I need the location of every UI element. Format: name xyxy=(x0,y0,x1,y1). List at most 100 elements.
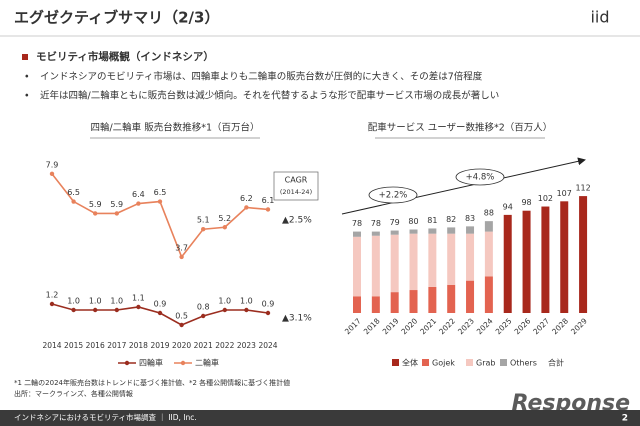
x-tick-label: 2020 xyxy=(399,316,419,336)
bar-segment xyxy=(428,286,437,313)
x-tick-label: 2022 xyxy=(437,316,457,336)
bar-segment xyxy=(428,233,437,287)
total-label: 78 xyxy=(352,219,362,228)
bar-segment xyxy=(409,290,418,313)
data-label: 6.5 xyxy=(154,188,167,197)
annotation: CAGR xyxy=(285,176,308,185)
x-tick-label: 2025 xyxy=(494,316,514,336)
x-tick-label: 2020 xyxy=(172,341,191,350)
data-label: 1.0 xyxy=(110,297,123,306)
data-label: 6.2 xyxy=(240,194,253,203)
series-line xyxy=(51,173,269,259)
total-label: 82 xyxy=(446,215,456,224)
x-tick-label: 2015 xyxy=(64,341,83,350)
bar-segment xyxy=(484,276,493,313)
footnote: 出所：マークラインズ、各種公開情報 xyxy=(14,389,133,398)
legend-swatch xyxy=(422,359,429,366)
data-label: 0.9 xyxy=(154,300,167,309)
data-label: 0.8 xyxy=(197,303,210,312)
data-label: 6.4 xyxy=(132,190,145,199)
x-tick-label: 2018 xyxy=(129,341,148,350)
data-label: 1.1 xyxy=(132,294,145,303)
chart-title: 配車サービス ユーザー数推移*2（百万人） xyxy=(368,122,553,134)
total-label: 83 xyxy=(465,214,475,223)
data-label: 1.0 xyxy=(240,297,253,306)
footer-text: インドネシアにおけるモビリティ市場調査 ｜ IID, Inc. xyxy=(14,412,197,422)
total-label: 98 xyxy=(521,198,531,207)
annotation-bubble xyxy=(368,186,418,204)
bar-segment xyxy=(353,296,361,313)
legend-swatch xyxy=(466,359,473,366)
data-label: 0.9 xyxy=(262,300,275,309)
total-label: 78 xyxy=(371,219,381,228)
bar-segment xyxy=(447,284,456,313)
data-point xyxy=(136,304,141,310)
total-label: 80 xyxy=(408,217,418,226)
chart-title: 四輪/二輪車 販売台数推移*1（百万台） xyxy=(90,122,259,134)
footnote: *1 二輪の2024年販売台数はトレンドに基づく推計値、*2 各種公開情報に基づ… xyxy=(14,378,290,387)
bar-segment xyxy=(371,235,380,297)
bar-segment xyxy=(390,230,399,235)
data-label: 1.0 xyxy=(89,297,102,306)
annotation: +2.2% xyxy=(379,191,408,201)
total-label: 79 xyxy=(390,218,400,227)
x-tick-label: 2019 xyxy=(381,316,401,336)
total-label: 107 xyxy=(557,189,572,198)
x-tick-label: 2027 xyxy=(531,316,551,336)
x-tick-label: 2023 xyxy=(237,341,256,350)
bar-segment xyxy=(484,221,493,232)
x-tick-label: 2018 xyxy=(362,316,382,336)
data-point xyxy=(265,310,271,316)
cagr-box xyxy=(273,171,319,201)
legend-swatch xyxy=(392,359,399,366)
x-tick-label: 2029 xyxy=(569,316,589,336)
bar-segment xyxy=(390,234,399,293)
bar-segment xyxy=(503,214,512,313)
legend-marker xyxy=(124,360,130,366)
data-point xyxy=(49,171,55,177)
data-label: 1.0 xyxy=(218,297,231,306)
data-point xyxy=(222,225,227,230)
data-label: 5.9 xyxy=(89,200,102,209)
legend-marker xyxy=(180,360,186,366)
x-tick-label: 2021 xyxy=(194,341,213,350)
bar-segment xyxy=(353,236,361,297)
bullet: 近年は四輪/二輪車ともに販売台数は減少傾向。それを代替するような形で配車サービス… xyxy=(40,90,499,102)
x-tick-label: 2017 xyxy=(107,341,126,350)
total-label: 102 xyxy=(538,194,553,203)
annotation-bubble xyxy=(455,168,505,186)
bar-segment xyxy=(466,233,475,281)
footer-bar xyxy=(0,410,640,426)
bar-segment xyxy=(560,201,569,313)
data-point xyxy=(244,205,249,210)
total-label: 112 xyxy=(575,184,590,193)
data-point xyxy=(265,207,271,212)
data-label: 5.1 xyxy=(197,216,210,225)
data-label: 5.9 xyxy=(110,200,123,209)
x-tick-label: 2016 xyxy=(86,341,105,350)
x-tick-label: 2024 xyxy=(475,316,495,336)
bar-segment xyxy=(371,231,380,236)
annotation: ▲2.5% xyxy=(282,216,312,226)
x-tick-label: 2023 xyxy=(456,316,476,336)
bullet-dot: • xyxy=(24,91,30,102)
data-point xyxy=(49,301,55,307)
data-label: 3.7 xyxy=(175,243,188,252)
data-point xyxy=(71,307,76,313)
bullet: インドネシアのモビリティ市場は、四輪車よりも二輪車の販売台数が圧倒的に大きく、そ… xyxy=(40,71,483,83)
legend-label: Others xyxy=(510,359,537,368)
section-marker xyxy=(22,54,28,60)
data-label: 6.5 xyxy=(67,188,80,197)
bar-segment xyxy=(371,296,380,313)
data-point xyxy=(136,201,141,206)
data-label: 1.0 xyxy=(67,297,80,306)
legend-label: 全体 xyxy=(402,358,418,368)
page-number: 2 xyxy=(622,414,628,424)
growth-arrow xyxy=(341,157,586,215)
data-point xyxy=(114,307,120,313)
bar-segment xyxy=(522,210,531,313)
logo: iid xyxy=(590,8,609,27)
data-point xyxy=(244,307,249,313)
data-point xyxy=(222,307,227,313)
